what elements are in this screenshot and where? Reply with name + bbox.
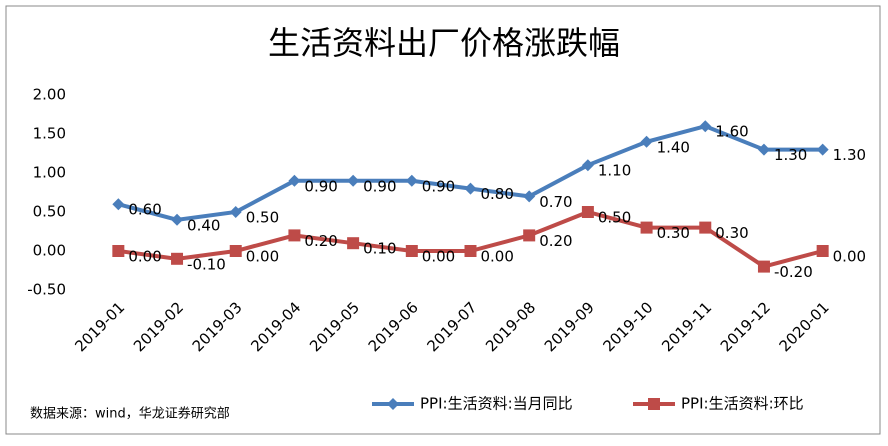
data-label: 0.90: [422, 177, 455, 195]
data-label: 0.90: [304, 177, 337, 195]
data-point: [288, 229, 301, 242]
data-point: [464, 182, 477, 195]
data-point: [581, 206, 594, 218]
data-label: 0.10: [363, 240, 396, 258]
data-point: [523, 190, 536, 203]
data-point: [757, 260, 770, 273]
data-label: 0.20: [304, 232, 337, 250]
y-tick-label: 1.00: [33, 164, 66, 182]
data-label: 1.30: [833, 146, 866, 164]
legend-label: PPI:生活资料:当月同比: [420, 395, 573, 413]
data-label: 0.30: [657, 224, 690, 242]
data-label: 0.00: [246, 248, 279, 266]
data-label: 1.40: [657, 138, 690, 156]
y-tick-label: 1.50: [33, 125, 66, 143]
legend-marker: [648, 398, 660, 410]
data-label: 0.00: [128, 248, 161, 266]
data-label: 0.90: [363, 177, 396, 195]
data-label: 0.50: [246, 209, 279, 227]
source-note: 数据来源：wind，华龙证券研究部: [30, 406, 230, 422]
data-label: 0.30: [715, 224, 748, 242]
data-point: [640, 135, 653, 148]
data-point: [347, 174, 360, 187]
data-point: [699, 221, 712, 234]
data-label: 0.60: [128, 201, 161, 219]
data-point: [464, 245, 477, 257]
data-point: [405, 174, 418, 187]
legend-marker: [387, 398, 399, 410]
y-tick-label: -0.50: [27, 281, 66, 299]
legend-label: PPI:生活资料:环比: [681, 395, 804, 413]
data-label: 0.00: [481, 248, 514, 266]
chart-frame: [5, 5, 881, 435]
data-label: 1.10: [598, 162, 631, 180]
data-label: 0.00: [833, 248, 866, 266]
data-label: -0.20: [774, 263, 813, 281]
y-tick-label: 0.00: [33, 242, 66, 260]
data-label: 0.00: [422, 248, 455, 266]
data-label: 1.60: [715, 123, 748, 141]
data-label: 0.20: [539, 232, 572, 250]
data-label: 1.30: [774, 146, 807, 164]
data-point: [699, 120, 712, 133]
y-tick-label: 2.00: [33, 86, 66, 104]
data-point: [112, 245, 125, 257]
data-point: [229, 206, 242, 218]
data-point: [523, 229, 536, 242]
data-label: 0.40: [187, 216, 220, 234]
data-point: [347, 237, 360, 250]
data-point: [171, 213, 184, 226]
data-label: -0.10: [187, 255, 226, 273]
data-point: [171, 252, 184, 265]
data-point: [229, 245, 242, 257]
data-label: 0.70: [539, 193, 572, 211]
data-point: [405, 245, 418, 257]
data-point: [816, 245, 829, 257]
data-point: [288, 174, 301, 187]
y-tick-label: 0.50: [33, 203, 66, 221]
data-point: [581, 159, 594, 172]
data-point: [640, 221, 653, 234]
chart-title: 生活资料出厂价格涨跌幅: [268, 24, 620, 62]
data-label: 0.50: [598, 209, 631, 227]
data-point: [816, 143, 829, 156]
data-label: 0.80: [481, 185, 514, 203]
data-point: [757, 143, 770, 156]
data-point: [112, 198, 125, 211]
